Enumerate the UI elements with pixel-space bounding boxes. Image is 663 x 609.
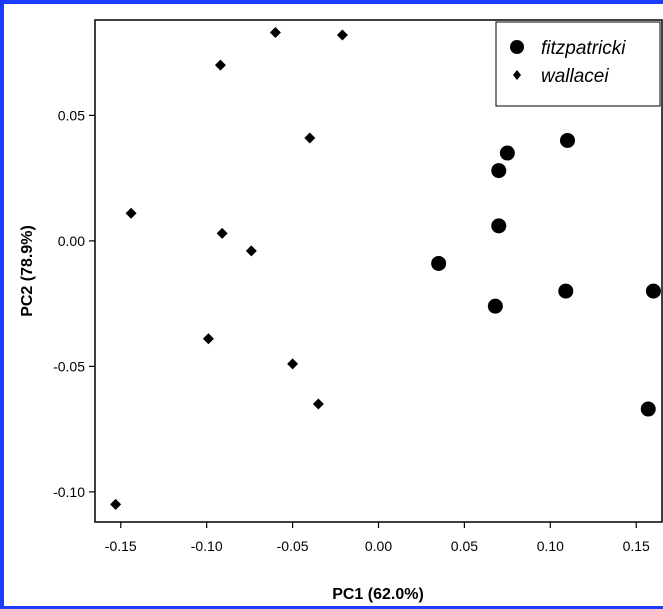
legend-label-wallacei: wallacei	[541, 66, 609, 87]
y-tick-label: -0.05	[53, 358, 85, 374]
data-point-wallacei	[287, 358, 299, 370]
data-point-wallacei	[245, 245, 257, 257]
y-tick-label: 0.00	[58, 233, 85, 249]
x-tick-label: 0.10	[537, 538, 564, 554]
x-tick-label: -0.05	[277, 538, 309, 554]
data-point-fitzpatricki	[558, 283, 574, 299]
data-point-wallacei	[202, 333, 214, 345]
data-point-wallacei	[269, 27, 281, 39]
data-point-fitzpatricki	[640, 401, 656, 417]
y-tick-label: -0.10	[53, 484, 85, 500]
legend-label-fitzpatricki: fitzpatricki	[541, 38, 626, 59]
data-point-fitzpatricki	[431, 255, 447, 271]
data-point-fitzpatricki	[491, 218, 507, 234]
legend-box	[495, 21, 661, 107]
x-tick-label: 0.15	[623, 538, 650, 554]
x-tick-label: 0.05	[451, 538, 478, 554]
x-axis-title: PC1 (62.0%)	[332, 586, 424, 603]
data-point-fitzpatricki	[645, 283, 661, 299]
y-axis-title: PC2 (78.9%)	[19, 225, 36, 317]
data-point-wallacei	[216, 227, 228, 239]
data-points	[110, 27, 661, 510]
y-axis: -0.10 -0.05 0.00 0.05	[53, 107, 95, 500]
data-point-fitzpatricki	[499, 145, 515, 161]
legend: fitzpatricki wallacei	[495, 21, 661, 107]
y-tick-label: 0.05	[58, 107, 85, 123]
legend-marker-wallacei	[513, 70, 521, 80]
data-point-fitzpatricki	[491, 163, 507, 179]
data-point-fitzpatricki	[560, 132, 575, 148]
x-tick-label: -0.10	[191, 538, 223, 554]
data-point-wallacei	[125, 207, 137, 219]
x-tick-label: -0.15	[105, 538, 137, 554]
data-point-wallacei	[312, 398, 324, 410]
data-point-wallacei	[304, 132, 316, 144]
data-point-fitzpatricki	[487, 298, 503, 314]
x-axis: -0.15 -0.10 -0.05 0.00 0.05 0.10 0.15	[105, 522, 650, 554]
data-point-wallacei	[110, 498, 122, 510]
data-point-wallacei	[336, 29, 348, 41]
legend-marker-fitzpatricki	[510, 40, 524, 54]
data-point-wallacei	[214, 59, 226, 71]
x-tick-label: 0.00	[365, 538, 392, 554]
